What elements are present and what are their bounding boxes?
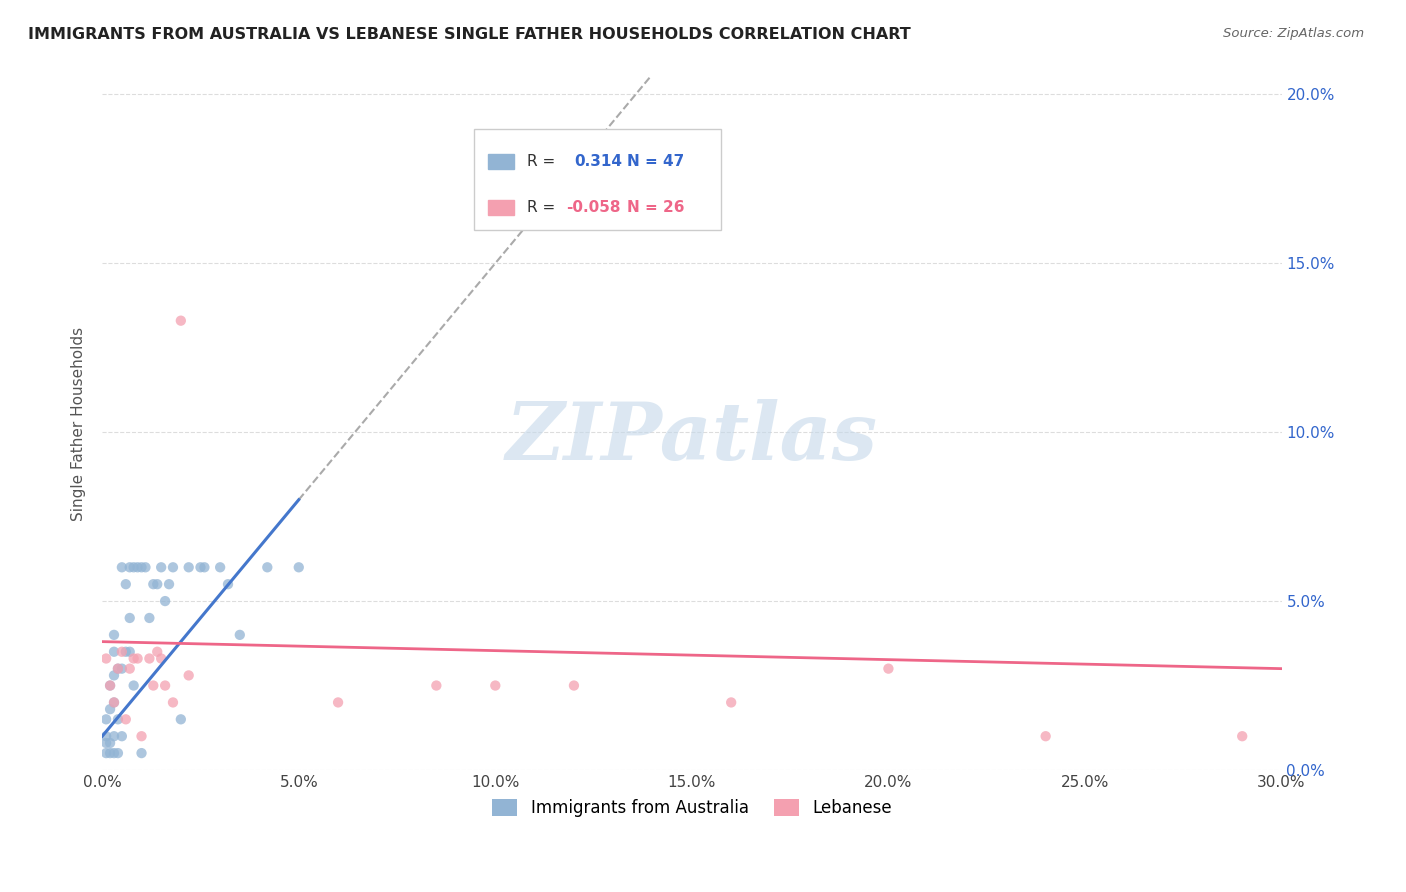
Point: [877, 662, 900, 676]
Point: [217, 577, 239, 591]
Point: [122, 679, 145, 693]
Point: [114, 712, 136, 726]
Point: [162, 695, 184, 709]
Point: [98, 746, 121, 760]
Point: [562, 679, 585, 693]
Y-axis label: Single Father Households: Single Father Households: [72, 326, 86, 521]
Point: [98, 702, 121, 716]
Point: [138, 651, 160, 665]
Point: [118, 560, 141, 574]
Point: [94, 651, 117, 665]
Point: [98, 679, 121, 693]
Point: [142, 679, 165, 693]
Point: [103, 746, 125, 760]
Point: [153, 679, 176, 693]
Text: Source: ZipAtlas.com: Source: ZipAtlas.com: [1223, 27, 1364, 40]
Point: [146, 577, 169, 591]
Point: [118, 662, 141, 676]
Bar: [488, 154, 513, 169]
Point: [122, 560, 145, 574]
Point: [98, 736, 121, 750]
Point: [114, 645, 136, 659]
Point: [114, 577, 136, 591]
Point: [153, 594, 176, 608]
Point: [193, 560, 215, 574]
Point: [131, 729, 153, 743]
Point: [484, 679, 506, 693]
Text: ZIPatlas: ZIPatlas: [506, 399, 877, 476]
Point: [157, 577, 180, 591]
Point: [111, 662, 134, 676]
Point: [107, 746, 129, 760]
Point: [103, 695, 125, 709]
Point: [150, 560, 173, 574]
Point: [146, 645, 169, 659]
Point: [103, 695, 125, 709]
Point: [170, 712, 193, 726]
Point: [111, 729, 134, 743]
Point: [98, 679, 121, 693]
Text: IMMIGRANTS FROM AUSTRALIA VS LEBANESE SINGLE FATHER HOUSEHOLDS CORRELATION CHART: IMMIGRANTS FROM AUSTRALIA VS LEBANESE SI…: [28, 27, 911, 42]
Point: [107, 712, 129, 726]
Point: [107, 662, 129, 676]
Point: [127, 651, 149, 665]
FancyBboxPatch shape: [474, 129, 721, 230]
Point: [107, 662, 129, 676]
Point: [94, 736, 117, 750]
Text: R =: R =: [527, 200, 560, 215]
Bar: [488, 200, 513, 215]
Point: [118, 611, 141, 625]
Point: [150, 651, 173, 665]
Text: N = 26: N = 26: [627, 200, 685, 215]
Point: [111, 560, 134, 574]
Point: [177, 560, 200, 574]
Point: [720, 695, 742, 709]
Point: [326, 695, 349, 709]
Point: [103, 729, 125, 743]
Point: [103, 668, 125, 682]
Point: [134, 560, 156, 574]
Point: [177, 668, 200, 682]
Point: [94, 729, 117, 743]
Point: [111, 645, 134, 659]
Point: [131, 560, 153, 574]
Point: [287, 560, 309, 574]
Point: [425, 679, 447, 693]
Point: [138, 611, 160, 625]
Point: [209, 560, 232, 574]
Point: [256, 560, 278, 574]
Point: [131, 746, 153, 760]
Point: [94, 746, 117, 760]
Text: -0.058: -0.058: [565, 200, 620, 215]
Point: [103, 645, 125, 659]
Point: [170, 314, 193, 328]
Point: [127, 560, 149, 574]
Point: [103, 628, 125, 642]
Text: 0.314: 0.314: [574, 154, 621, 169]
Point: [142, 577, 165, 591]
Point: [190, 560, 212, 574]
Text: N = 47: N = 47: [627, 154, 685, 169]
Point: [162, 560, 184, 574]
Point: [94, 712, 117, 726]
Legend: Immigrants from Australia, Lebanese: Immigrants from Australia, Lebanese: [485, 792, 898, 824]
Point: [122, 651, 145, 665]
Text: R =: R =: [527, 154, 560, 169]
Point: [1035, 729, 1057, 743]
Point: [1232, 729, 1254, 743]
Point: [118, 645, 141, 659]
Point: [229, 628, 252, 642]
